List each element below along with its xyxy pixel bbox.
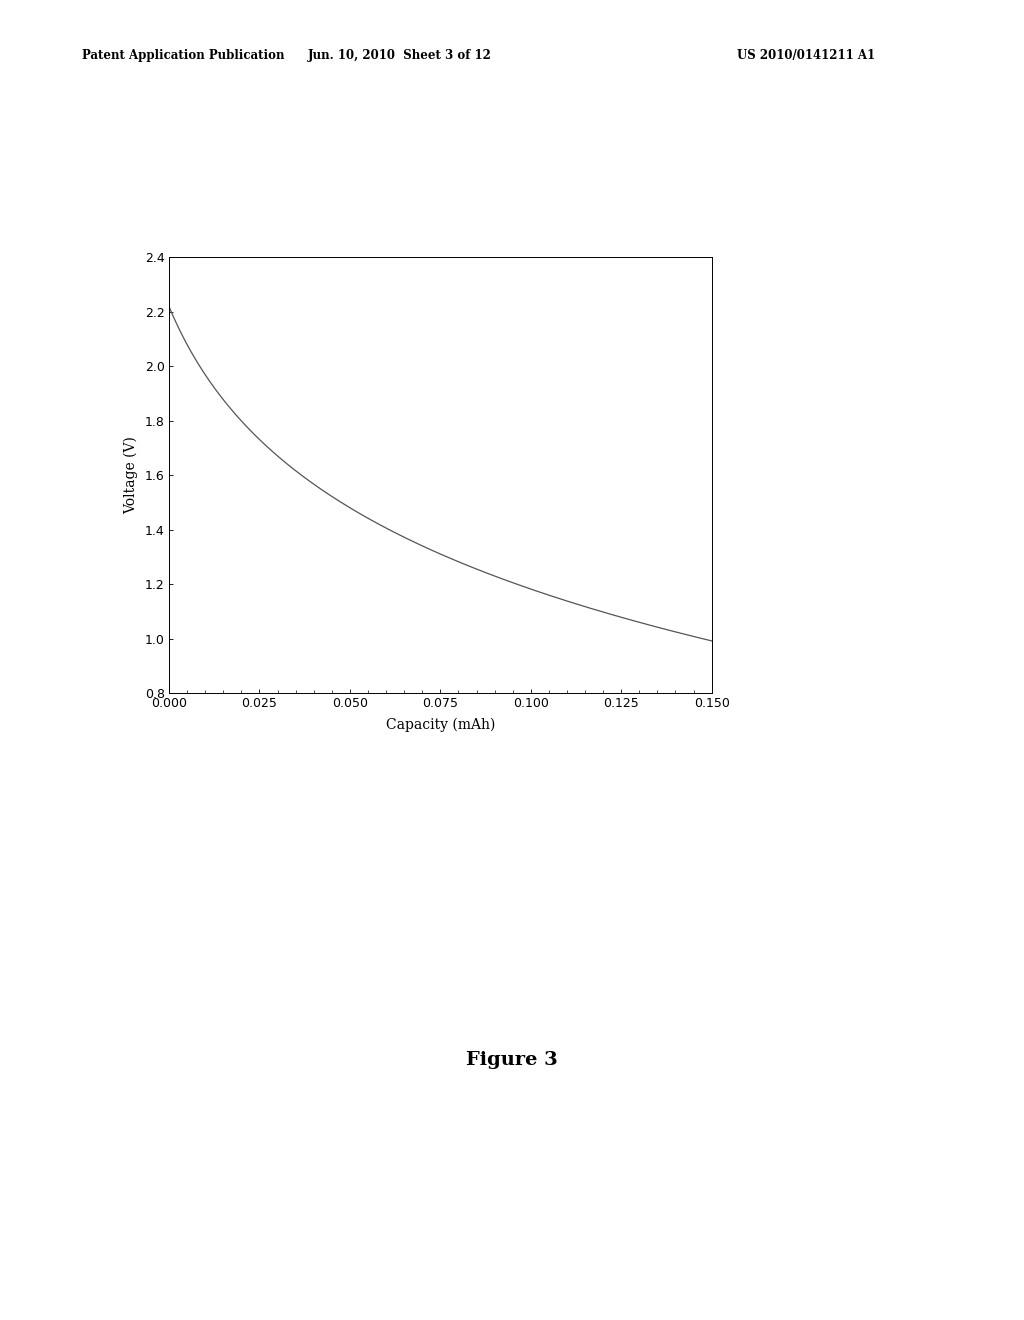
X-axis label: Capacity (mAh): Capacity (mAh): [386, 717, 495, 731]
Text: Patent Application Publication: Patent Application Publication: [82, 49, 285, 62]
Text: US 2010/0141211 A1: US 2010/0141211 A1: [737, 49, 876, 62]
Y-axis label: Voltage (V): Voltage (V): [124, 437, 138, 513]
Text: Jun. 10, 2010  Sheet 3 of 12: Jun. 10, 2010 Sheet 3 of 12: [307, 49, 492, 62]
Text: Figure 3: Figure 3: [466, 1051, 558, 1069]
